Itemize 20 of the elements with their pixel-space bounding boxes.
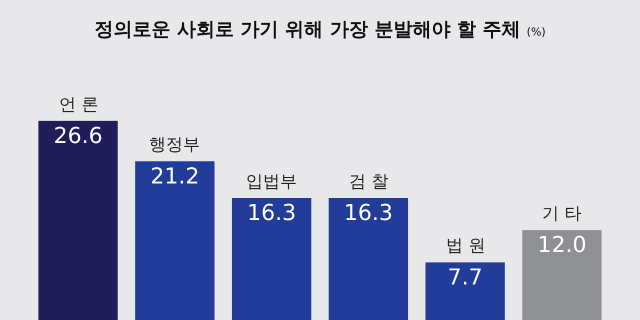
bar (328, 198, 408, 320)
data-label: 21.2 (150, 164, 200, 190)
bar (425, 262, 505, 320)
data-label: 12.0 (537, 233, 586, 258)
x-tick-label: 언 론 (59, 95, 98, 115)
x-tick-label: 행정부 (149, 135, 200, 155)
x-tick-label: 입법부 (246, 172, 297, 192)
chart-title: 정의로운 사회로 가기 위해 가장 분발해야 할 주체 (94, 18, 521, 41)
bar (135, 161, 215, 320)
x-tick-label: 기 타 (542, 204, 582, 224)
data-label: 7.7 (448, 265, 483, 290)
data-label: 16.3 (344, 200, 393, 226)
x-tick-label: 검 찰 (349, 172, 388, 192)
data-label: 16.3 (247, 200, 296, 226)
bar (38, 120, 118, 320)
x-tick-label: 법 원 (446, 236, 486, 256)
bar (232, 198, 312, 320)
data-label: 26.6 (54, 124, 103, 149)
chart-subtitle: (%) (526, 26, 546, 39)
bar (522, 230, 602, 320)
